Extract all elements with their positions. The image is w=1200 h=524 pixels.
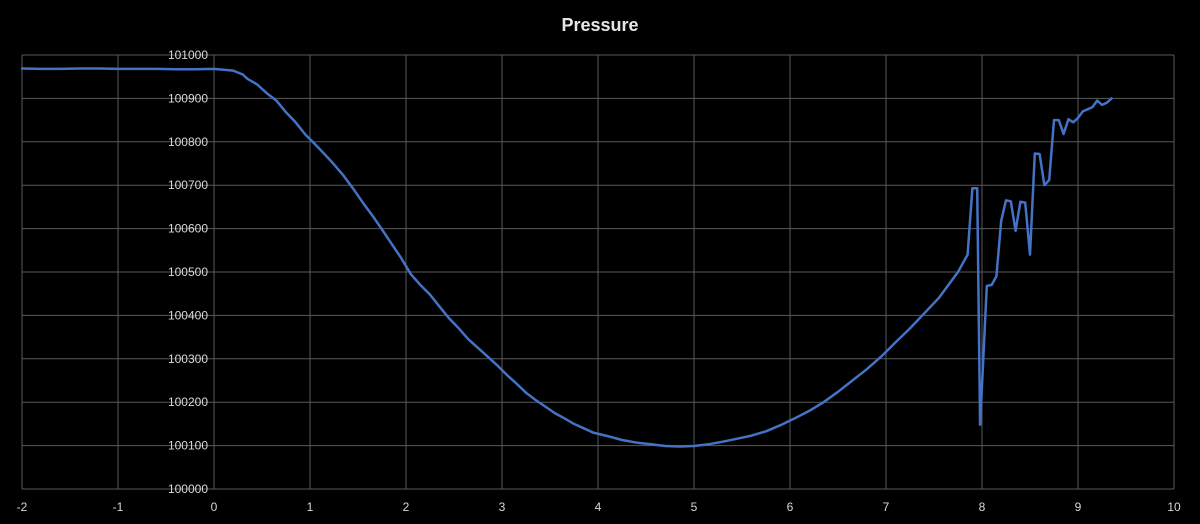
x-tick-label: 1 [307, 500, 314, 514]
series-layer [20, 67, 1113, 448]
y-tick-label: 100200 [168, 395, 208, 409]
y-tick-label: 100900 [168, 91, 208, 105]
x-tick-label: -1 [113, 500, 124, 514]
chart-title: Pressure [561, 15, 638, 35]
x-tick-label: 9 [1075, 500, 1082, 514]
tick-labels: 1000001001001002001003001004001005001006… [17, 48, 1181, 514]
x-tick-label: 8 [979, 500, 986, 514]
y-tick-label: 100600 [168, 222, 208, 236]
x-tick-label: 2 [403, 500, 410, 514]
x-tick-label: -2 [17, 500, 28, 514]
x-tick-label: 4 [595, 500, 602, 514]
y-tick-label: 101000 [168, 48, 208, 62]
x-tick-label: 6 [787, 500, 794, 514]
x-tick-label: 0 [211, 500, 218, 514]
y-tick-label: 100400 [168, 308, 208, 322]
y-tick-label: 100000 [168, 482, 208, 496]
x-tick-label: 10 [1167, 500, 1181, 514]
x-tick-label: 5 [691, 500, 698, 514]
y-tick-label: 100500 [168, 265, 208, 279]
y-tick-label: 100800 [168, 135, 208, 149]
gridlines [21, 54, 1175, 490]
pressure-series-line [20, 67, 1113, 448]
x-tick-label: 3 [499, 500, 506, 514]
y-tick-label: 100100 [168, 439, 208, 453]
y-tick-label: 100300 [168, 352, 208, 366]
y-tick-label: 100700 [168, 178, 208, 192]
x-tick-label: 7 [883, 500, 890, 514]
